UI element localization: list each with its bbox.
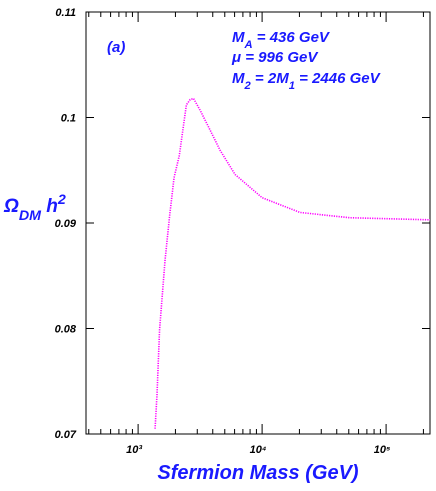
y-tick-label: 0.08 bbox=[55, 324, 77, 336]
text-segment: = 2446 GeV bbox=[295, 70, 382, 87]
text-segment: = 436 GeV bbox=[253, 29, 331, 46]
text-segment: A bbox=[244, 39, 253, 51]
annotation: MA = 436 GeV bbox=[232, 29, 331, 51]
text-segment: DM bbox=[19, 208, 42, 224]
x-axis-label: Sfermion Mass (GeV) bbox=[157, 462, 359, 484]
text-segment: μ = 996 GeV bbox=[231, 49, 319, 66]
data-curve bbox=[154, 97, 431, 429]
x-tick-label: 10⁴ bbox=[250, 444, 267, 456]
text-segment: h bbox=[41, 196, 58, 217]
y-axis-label: ΩDM h2 bbox=[3, 192, 66, 224]
annotation: (a) bbox=[107, 39, 125, 56]
text-segment: = 2M bbox=[251, 70, 289, 87]
x-tick-label: 10³ bbox=[126, 444, 142, 456]
text-segment: Ω bbox=[3, 196, 19, 217]
y-tick-label: 0.09 bbox=[55, 218, 77, 230]
annotation: μ = 996 GeV bbox=[231, 49, 319, 66]
y-tick-label: 0.1 bbox=[61, 113, 76, 125]
y-tick-label: 0.07 bbox=[55, 429, 77, 441]
text-segment: (a) bbox=[107, 39, 125, 56]
text-segment: M bbox=[232, 29, 245, 46]
text-segment: 2 bbox=[57, 192, 66, 208]
text-segment: 1 bbox=[289, 80, 295, 92]
x-tick-label: 10⁵ bbox=[374, 444, 391, 456]
text-segment: 2 bbox=[244, 80, 252, 92]
annotation: M2 = 2M1 = 2446 GeV bbox=[232, 70, 382, 92]
text-segment: M bbox=[232, 70, 245, 87]
y-tick-label: 0.11 bbox=[55, 7, 76, 19]
